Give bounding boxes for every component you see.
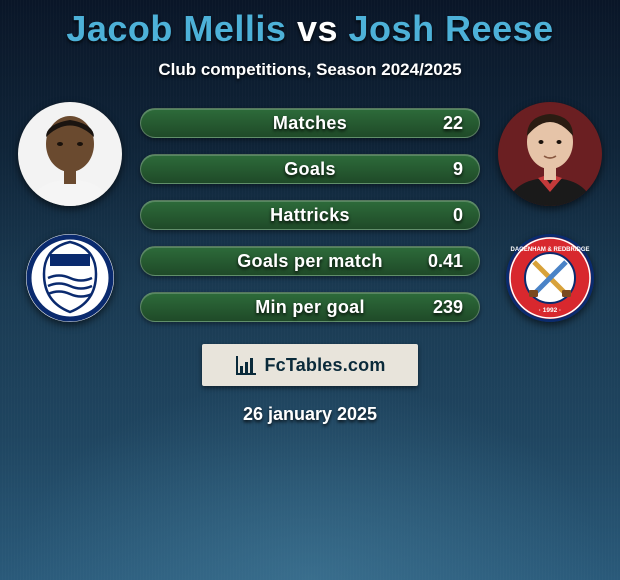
stat-value-right: 0 — [453, 205, 463, 226]
stat-value-right: 22 — [443, 113, 463, 134]
stat-label: Goals per match — [237, 251, 383, 272]
right-column: DAGENHAM & REDBRIDGE · 1992 · — [498, 102, 602, 322]
svg-text:DAGENHAM & REDBRIDGE: DAGENHAM & REDBRIDGE — [510, 247, 589, 253]
stat-label: Matches — [273, 113, 347, 134]
subtitle: Club competitions, Season 2024/2025 — [0, 60, 620, 80]
stat-bar: Min per goal 239 — [140, 292, 480, 322]
stat-bar: Matches 22 — [140, 108, 480, 138]
stat-bars: Matches 22 Goals 9 Hattricks 0 Goals per match… — [140, 102, 480, 322]
player1-club-badge — [26, 234, 114, 322]
vs-text: vs — [297, 8, 338, 49]
player2-badge-svg: DAGENHAM & REDBRIDGE · 1992 · — [506, 234, 594, 322]
stat-value-right: 9 — [453, 159, 463, 180]
player1-avatar — [18, 102, 122, 206]
player2-avatar — [498, 102, 602, 206]
svg-text:· 1992 ·: · 1992 · — [539, 307, 561, 314]
stat-bar: Goals per match 0.41 — [140, 246, 480, 276]
date-text: 26 january 2025 — [0, 404, 620, 425]
page-title: Jacob Mellis vs Josh Reese — [0, 8, 620, 50]
player2-name: Josh Reese — [349, 8, 554, 49]
logo-icon — [234, 354, 258, 376]
player2-avatar-svg — [498, 102, 602, 206]
player1-avatar-svg — [18, 102, 122, 206]
logo-box: FcTables.com — [202, 344, 418, 386]
stat-label: Min per goal — [255, 297, 365, 318]
player2-club-badge: DAGENHAM & REDBRIDGE · 1992 · — [506, 234, 594, 322]
stat-label: Goals — [284, 159, 336, 180]
main-row: Matches 22 Goals 9 Hattricks 0 Goals per match… — [0, 102, 620, 322]
stat-value-right: 239 — [433, 297, 463, 318]
player1-name: Jacob Mellis — [66, 8, 286, 49]
left-column — [18, 102, 122, 322]
player1-badge-svg — [26, 234, 114, 322]
stat-value-right: 0.41 — [428, 251, 463, 272]
logo-text: FcTables.com — [264, 355, 385, 376]
stat-bar: Goals 9 — [140, 154, 480, 184]
stat-bar: Hattricks 0 — [140, 200, 480, 230]
stat-label: Hattricks — [270, 205, 350, 226]
